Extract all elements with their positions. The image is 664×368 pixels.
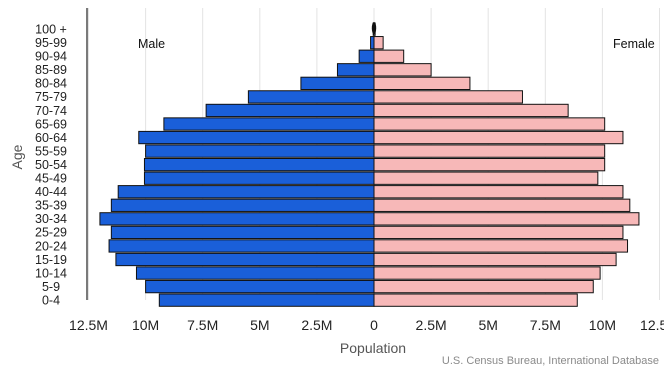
bar-female-5-9 xyxy=(373,279,594,294)
bar-male-25-29 xyxy=(110,225,375,240)
age-group-label: 30-34 xyxy=(35,212,67,226)
bar-male-90-94 xyxy=(358,49,375,63)
age-group-label: 50-54 xyxy=(35,158,67,172)
bar-female-55-59 xyxy=(373,144,606,158)
bar-female-0-4 xyxy=(373,293,578,307)
age-group-label: 15-19 xyxy=(35,253,67,267)
bar-male-65-69 xyxy=(163,117,375,131)
age-group-label: 90-94 xyxy=(35,50,67,64)
age-group-label: 65-69 xyxy=(35,117,67,131)
source-credit: U.S. Census Bureau, International Databa… xyxy=(442,355,659,367)
age-group-label: 45-49 xyxy=(35,172,67,186)
age-group-label: 70-74 xyxy=(35,104,67,118)
age-group-label: 95-99 xyxy=(35,36,67,50)
bar-female-80-84 xyxy=(373,76,471,90)
bar-female-35-39 xyxy=(373,198,631,212)
bar-female-75-79 xyxy=(373,90,523,104)
bar-male-30-34 xyxy=(99,212,375,226)
x-tick-label: 7.5M xyxy=(187,317,218,333)
legend-male-label: Male xyxy=(138,37,165,51)
age-group-label: 75-79 xyxy=(35,90,67,104)
x-tick-label: 12.5M xyxy=(69,317,108,333)
x-tick-label: 10M xyxy=(132,317,159,333)
y-axis-title: Age xyxy=(9,144,25,169)
bar-female-95-99 xyxy=(373,36,384,50)
bar-female-15-19 xyxy=(373,252,617,267)
age-group-label: 5-9 xyxy=(42,280,60,294)
bars-layer xyxy=(99,21,640,307)
bar-female-65-69 xyxy=(373,117,606,131)
bar-male-45-49 xyxy=(143,171,375,185)
bar-male-95-99 xyxy=(370,36,375,50)
bar-male-50-54 xyxy=(143,158,375,172)
bar-male-20-24 xyxy=(108,239,375,253)
bar-male-55-59 xyxy=(145,144,375,158)
x-tick-label: 12.5M xyxy=(640,317,664,333)
age-group-label: 55-59 xyxy=(35,144,67,158)
ticks-layer: 12.5M 10M 7.5M 5M 2.5M 0 2.5M 5M 7.5M 10M 12.5M 100… xyxy=(35,22,664,333)
bar-male-85-89 xyxy=(336,63,375,77)
age-group-label: 25-29 xyxy=(35,226,67,240)
bar-female-50-54 xyxy=(373,158,606,172)
bar-male-10-14 xyxy=(135,266,375,280)
bar-female-20-24 xyxy=(373,239,629,253)
bar-male-5-9 xyxy=(145,279,375,294)
x-tick-label: 5M xyxy=(250,317,269,333)
bar-male-70-74 xyxy=(205,103,375,118)
bar-female-45-49 xyxy=(373,171,599,185)
bar-female-30-34 xyxy=(373,212,640,226)
x-tick-label: 7.5M xyxy=(530,317,561,333)
age-group-label: 80-84 xyxy=(35,77,67,91)
age-group-label: 0-4 xyxy=(42,293,60,307)
age-group-label: 40-44 xyxy=(35,185,67,199)
bar-male-60-64 xyxy=(138,130,375,145)
age-group-label: 60-64 xyxy=(35,131,67,145)
age-group-label: 100 + xyxy=(35,22,67,36)
x-tick-label: 5M xyxy=(478,317,497,333)
bar-male-35-39 xyxy=(110,198,375,212)
x-axis-title: Population xyxy=(340,340,406,356)
bar-female-40-44 xyxy=(373,185,624,199)
bar-female-85-89 xyxy=(373,63,432,77)
bar-female-25-29 xyxy=(373,225,624,240)
bar-female-10-14 xyxy=(373,266,601,280)
bar-male-80-84 xyxy=(300,76,375,90)
bar-100plus-marker xyxy=(371,21,377,35)
bar-male-75-79 xyxy=(247,90,375,104)
x-tick-label: 2.5M xyxy=(301,317,332,333)
x-tick-label: 2.5M xyxy=(416,317,447,333)
age-group-label: 85-89 xyxy=(35,63,67,77)
age-group-label: 10-14 xyxy=(35,266,67,280)
x-tick-label: 10M xyxy=(589,317,616,333)
bar-male-40-44 xyxy=(117,185,375,199)
legend-female-label: Female xyxy=(613,37,655,51)
age-group-label: 35-39 xyxy=(35,199,67,213)
labels-layer: Male Female Age Population U.S. Census B… xyxy=(9,37,659,367)
x-tick-label: 0 xyxy=(370,317,378,333)
bar-female-70-74 xyxy=(373,103,569,118)
bar-male-0-4 xyxy=(158,293,375,307)
age-group-label: 20-24 xyxy=(35,239,67,253)
bar-male-15-19 xyxy=(115,252,375,267)
bar-female-90-94 xyxy=(373,49,405,63)
bar-female-60-64 xyxy=(373,130,624,145)
